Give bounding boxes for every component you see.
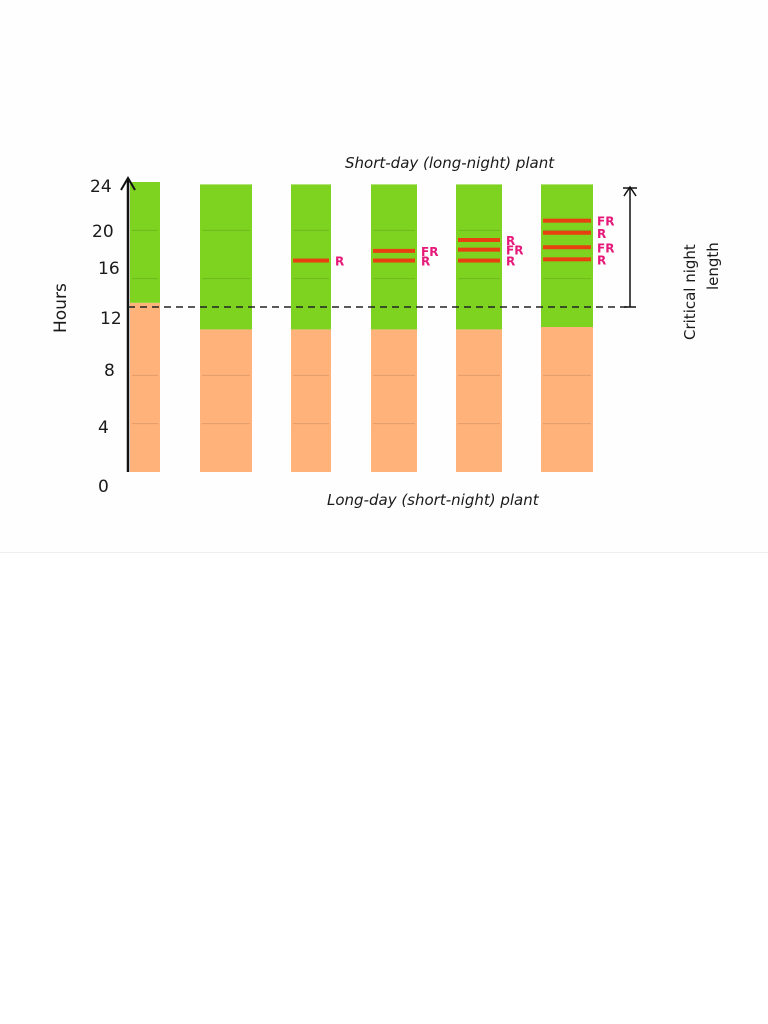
flash-label: R [506,255,515,269]
flash-band [458,238,500,242]
flash-label: FR [597,241,614,255]
day-segment [291,329,331,472]
flash-band [543,245,591,250]
y-axis-label: Hours [51,283,71,333]
flash-band [543,218,591,223]
y-axis-arrow-icon [120,176,136,191]
night-segment [371,184,417,330]
tick-label: 16 [98,259,120,279]
day-segment [456,329,502,472]
flash-band [543,257,591,262]
tick-label: 12 [100,309,122,329]
tick-label: 0 [98,477,109,497]
night-segment [291,184,331,330]
tick-label: 8 [104,361,115,381]
tick-label: 4 [98,418,109,438]
day-segment [371,329,417,472]
night-segment [200,184,252,330]
flash-label: R [335,255,344,269]
flash-band [458,247,500,252]
short-day-title: Short-day (long-night) plant [345,154,555,172]
long-day-title: Long-day (short-night) plant [327,491,540,509]
day-segment [541,327,593,472]
flash-band [543,230,591,235]
day-segment [200,329,252,472]
night-segment [456,184,502,330]
flash-label: FR [506,244,523,258]
critical-night-label-line2: length [704,242,722,290]
flash-band [458,258,500,263]
night-segment [130,182,160,303]
critical-night-label-line1: Critical night [681,244,699,340]
day-segment [130,302,160,472]
span-arrow-up-icon [623,185,637,197]
flash-label: FR [421,245,438,259]
flash-label: R [421,255,430,269]
flash-band [293,258,329,263]
flash-label: R [597,227,606,241]
night-segment [541,184,593,327]
flash-band [373,248,415,253]
flash-band [373,258,415,263]
tick-label: 24 [90,177,112,197]
flash-label: R [506,234,515,248]
paper-sheet: R FR R R FR R FR R FR R 24 20 16 12 8 4 0 Hours S… [0,154,768,553]
flash-label: FR [597,215,614,229]
tick-label: 20 [92,222,114,242]
flash-label: R [597,253,606,267]
